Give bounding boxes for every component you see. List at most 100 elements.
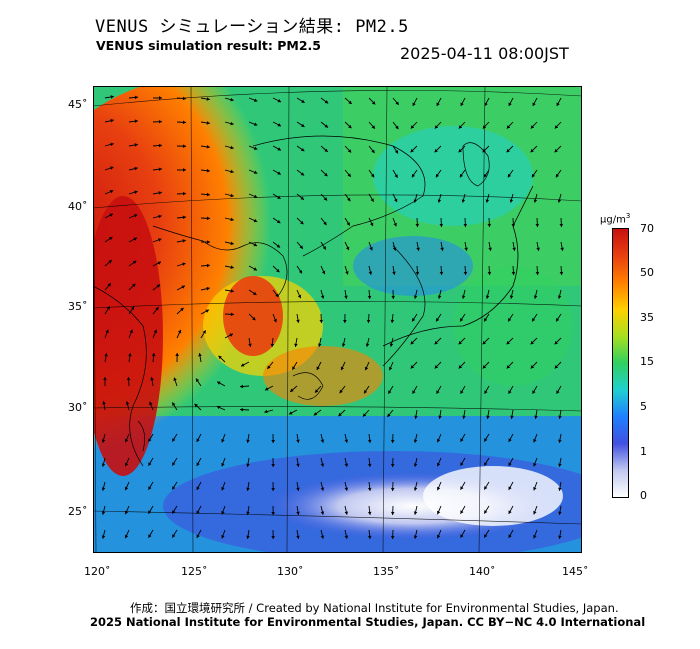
copyright-text: 2025 National Institute for Environmenta…	[90, 615, 646, 629]
colorbar-tick: 1	[640, 445, 647, 458]
wind-arrow-head	[370, 173, 375, 178]
wind-arrow-head	[484, 486, 488, 490]
wind-arrow-head	[460, 438, 464, 442]
wind-arrow-head	[434, 340, 438, 345]
wind-arrow-head	[558, 463, 562, 467]
wind-arrow-head	[134, 119, 138, 123]
wind-arrow-head	[436, 102, 440, 106]
wind-arrow-head	[323, 197, 328, 201]
wind-arrow-head	[182, 96, 186, 101]
wind-arrow-head	[533, 199, 538, 203]
wind-arrow-head	[277, 195, 281, 199]
wind-arrow-head	[196, 486, 200, 490]
wind-arrow-head	[320, 463, 325, 467]
wind-arrow-head	[394, 149, 399, 154]
wind-arrow-head	[461, 295, 466, 299]
wind-arrow-head	[148, 534, 152, 538]
wind-arrow-head	[155, 307, 159, 311]
wind-arrow-head	[253, 218, 258, 223]
wind-arrow-head	[101, 463, 106, 467]
wind-arrow-head	[508, 390, 512, 394]
wind-arrow-head	[253, 267, 257, 271]
wind-arrow-head	[110, 142, 114, 147]
wind-arrow-head	[556, 102, 560, 106]
wind-arrow-head	[246, 439, 250, 443]
wind-arrow-head	[296, 535, 300, 539]
lat-label-45: 45˚	[68, 98, 88, 111]
wind-arrow-head	[198, 353, 202, 357]
wind-arrow-head	[488, 247, 492, 251]
wind-arrow-head	[440, 247, 444, 251]
wind-arrow-head	[460, 462, 464, 466]
wind-arrow-head	[512, 247, 516, 251]
wind-arrow-head	[367, 439, 372, 443]
wind-arrow-head	[410, 340, 414, 345]
wind-arrow-head	[389, 366, 393, 371]
wind-arrow-head	[531, 173, 536, 178]
wind-arrow-head	[101, 439, 106, 443]
wind-arrow-head	[509, 199, 514, 203]
wind-arrow-head	[230, 145, 234, 150]
wind-arrow-head	[221, 439, 225, 443]
wind-arrow-head	[348, 124, 352, 129]
wind-arrow-head	[554, 125, 559, 129]
wind-arrow-head	[436, 390, 440, 394]
wind-arrow-head	[110, 166, 114, 170]
wind-arrow-head	[301, 123, 305, 127]
wind-arrow-head	[124, 462, 129, 467]
wind-arrow-head	[533, 534, 537, 539]
wind-arrow-head	[134, 190, 138, 194]
lon-label-140: 140˚	[469, 565, 496, 578]
wind-arrow-head	[390, 439, 395, 443]
wind-arrow-head	[158, 214, 162, 219]
wind-arrow-head	[296, 319, 300, 323]
wind-arrow-head	[413, 199, 418, 203]
wind-arrow-head	[182, 215, 186, 220]
wind-arrow-head	[129, 329, 133, 334]
wind-arrow-head	[511, 223, 516, 227]
wind-arrow-head	[390, 487, 395, 491]
wind-arrow-head	[438, 415, 442, 419]
wind-arrow-head	[253, 170, 258, 174]
wind-arrow-head	[230, 241, 234, 246]
wind-vectors	[101, 95, 564, 540]
wind-arrow-head	[156, 284, 161, 288]
wind-arrow-head	[436, 438, 441, 443]
wind-arrow-head	[264, 409, 268, 414]
wind-arrow-head	[532, 390, 536, 394]
wind-arrow-head	[347, 197, 351, 202]
wind-arrow-head	[124, 510, 129, 515]
wind-arrow-head	[221, 487, 225, 491]
wind-arrow-head	[556, 318, 560, 322]
wind-arrow-head	[182, 144, 186, 148]
colorbar-tick: 70	[640, 222, 654, 235]
wind-arrow-head	[508, 102, 512, 106]
wind-arrow-head	[153, 329, 157, 334]
wind-arrow-head	[437, 295, 442, 299]
colorbar-tick: 0	[640, 489, 647, 502]
wind-arrow-head	[182, 191, 186, 196]
wind-arrow-head	[324, 172, 328, 177]
wind-arrow-head	[367, 487, 372, 491]
wind-arrow-head	[392, 271, 396, 275]
wind-arrow-head	[364, 366, 369, 371]
wind-arrow-head	[558, 535, 562, 539]
wind-arrow-head	[297, 294, 302, 299]
wind-arrow-head	[340, 366, 345, 371]
wind-arrow-head	[484, 534, 488, 538]
lon-label-120: 120˚	[84, 565, 111, 578]
wind-arrow-head	[485, 295, 490, 299]
wind-arrow-head	[533, 462, 537, 467]
wind-arrow-head	[558, 439, 562, 443]
wind-arrow-head	[296, 463, 300, 467]
wind-arrow-head	[277, 99, 282, 103]
wind-arrow-head	[124, 438, 129, 443]
wind-arrow-head	[533, 295, 538, 299]
wind-arrow-head	[390, 463, 395, 467]
wind-arrow-head	[392, 247, 397, 251]
wind-arrow-head	[482, 148, 486, 153]
wind-arrow-head	[344, 511, 349, 515]
title-en: VENUS simulation result: PM2.5	[96, 38, 321, 53]
wind-arrow-head	[463, 271, 468, 275]
wind-arrow-head	[458, 148, 462, 153]
